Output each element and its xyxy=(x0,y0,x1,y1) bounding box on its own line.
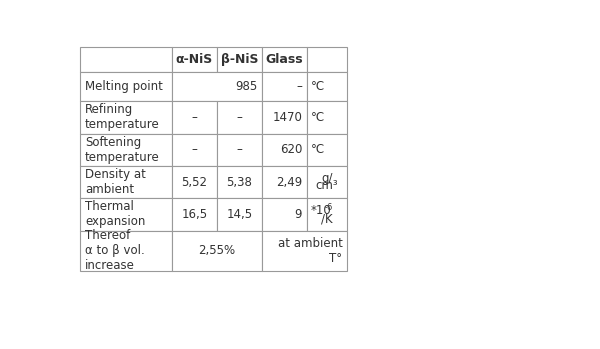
Text: –: – xyxy=(296,80,302,93)
Text: °C: °C xyxy=(311,143,325,156)
Text: –: – xyxy=(236,111,242,124)
Text: –: – xyxy=(191,143,197,156)
Text: °C: °C xyxy=(311,80,325,93)
Text: 2,49: 2,49 xyxy=(276,176,302,188)
Bar xyxy=(217,134,262,166)
Text: at ambient
T°: at ambient T° xyxy=(277,237,343,265)
Bar xyxy=(307,101,347,134)
Bar xyxy=(217,198,262,231)
Bar xyxy=(172,231,262,270)
Bar xyxy=(172,72,262,101)
Bar xyxy=(262,198,307,231)
Text: Thermal
expansion: Thermal expansion xyxy=(85,200,145,228)
Bar xyxy=(262,101,307,134)
Bar xyxy=(172,101,217,134)
Text: 9: 9 xyxy=(295,208,302,221)
Bar xyxy=(172,134,217,166)
Bar xyxy=(262,231,347,270)
Bar xyxy=(307,134,347,166)
Text: 5,38: 5,38 xyxy=(226,176,252,188)
Text: Glass: Glass xyxy=(265,53,303,66)
Text: 985: 985 xyxy=(235,80,257,93)
Text: –: – xyxy=(236,143,242,156)
Bar xyxy=(80,166,172,198)
Text: g/: g/ xyxy=(321,172,332,185)
Text: α-NiS: α-NiS xyxy=(176,53,213,66)
Text: Melting point: Melting point xyxy=(85,80,163,93)
Bar xyxy=(262,72,307,101)
Bar xyxy=(307,198,347,231)
Bar xyxy=(172,198,217,231)
Text: 14,5: 14,5 xyxy=(226,208,253,221)
Bar xyxy=(80,231,172,270)
Text: Thereof
α to β vol.
increase: Thereof α to β vol. increase xyxy=(85,229,145,272)
Text: 16,5: 16,5 xyxy=(181,208,208,221)
Text: /K: /K xyxy=(321,213,332,225)
Text: *10: *10 xyxy=(311,204,331,217)
Text: Softening
temperature: Softening temperature xyxy=(85,136,160,164)
Bar xyxy=(80,47,172,72)
Bar xyxy=(172,47,217,72)
Bar xyxy=(217,166,262,198)
Text: 620: 620 xyxy=(280,143,302,156)
Bar xyxy=(262,166,307,198)
Bar xyxy=(307,72,347,101)
Bar xyxy=(262,47,307,72)
Bar xyxy=(307,166,347,198)
Text: Refining
temperature: Refining temperature xyxy=(85,103,160,131)
Text: °C: °C xyxy=(311,111,325,124)
Bar xyxy=(262,134,307,166)
Text: cm³: cm³ xyxy=(316,179,338,192)
Text: –: – xyxy=(191,111,197,124)
Text: β-NiS: β-NiS xyxy=(221,53,258,66)
Text: 5,52: 5,52 xyxy=(181,176,208,188)
Bar xyxy=(217,101,262,134)
Bar xyxy=(80,72,172,101)
Bar xyxy=(80,198,172,231)
Text: 1470: 1470 xyxy=(272,111,302,124)
Text: Density at
ambient: Density at ambient xyxy=(85,168,146,196)
Bar xyxy=(80,134,172,166)
Text: -6: -6 xyxy=(325,203,333,212)
Bar xyxy=(172,166,217,198)
Bar xyxy=(217,47,262,72)
Bar xyxy=(307,47,347,72)
Text: 2,55%: 2,55% xyxy=(198,244,235,257)
Bar xyxy=(80,101,172,134)
